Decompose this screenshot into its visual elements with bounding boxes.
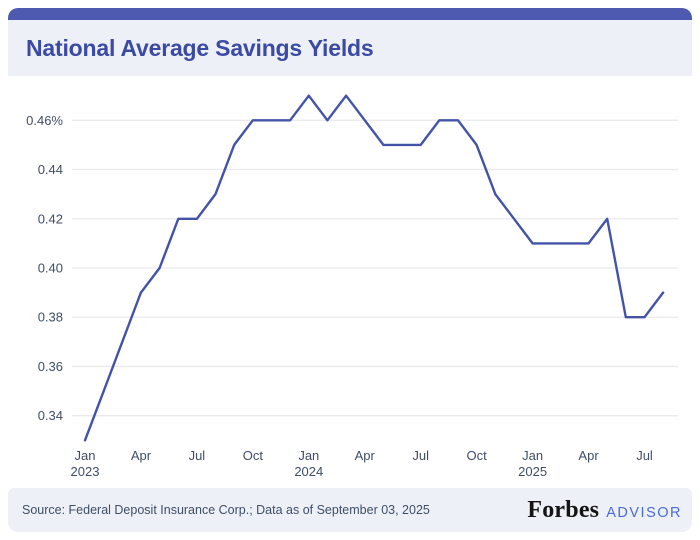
x-tick-label: Oct xyxy=(467,448,488,463)
y-tick-label: 0.38 xyxy=(38,310,63,325)
forbes-logo: Forbes xyxy=(527,496,600,523)
x-tick-label: Jul xyxy=(636,448,653,463)
x-tick-label: Jan xyxy=(522,448,543,463)
x-tick-label: Jan xyxy=(75,448,96,463)
x-tick-year-label: 2025 xyxy=(518,464,547,479)
y-tick-label: 0.34 xyxy=(38,408,63,423)
source-note: Source: Federal Deposit Insurance Corp.;… xyxy=(22,503,430,517)
y-tick-label: 0.42 xyxy=(38,211,63,226)
x-tick-label: Jul xyxy=(189,448,206,463)
chart-card: National Average Savings Yields Source: … xyxy=(8,8,692,532)
y-tick-label: 0.36 xyxy=(38,359,63,374)
card-footer: Source: Federal Deposit Insurance Corp.;… xyxy=(8,488,692,532)
x-tick-label: Apr xyxy=(355,448,376,463)
x-tick-year-label: 2024 xyxy=(294,464,323,479)
x-tick-year-label: 2023 xyxy=(71,464,100,479)
card-header: National Average Savings Yields xyxy=(8,20,692,76)
brand-lockup: Forbes ADVISOR xyxy=(527,497,682,524)
savings-yield-series-line xyxy=(83,94,665,442)
x-tick-label: Apr xyxy=(131,448,152,463)
card-top-accent-bar xyxy=(8,8,692,20)
y-tick-label: 0.44 xyxy=(38,162,63,177)
page-title: National Average Savings Yields xyxy=(26,34,374,61)
advisor-label: ADVISOR xyxy=(606,504,682,521)
x-tick-label: Jul xyxy=(412,448,429,463)
x-tick-label: Oct xyxy=(243,448,264,463)
y-tick-label: 0.40 xyxy=(38,260,63,275)
x-tick-label: Jan xyxy=(298,448,319,463)
x-tick-label: Apr xyxy=(578,448,599,463)
y-tick-label: 0.46% xyxy=(26,113,63,128)
chart-area xyxy=(8,76,692,488)
